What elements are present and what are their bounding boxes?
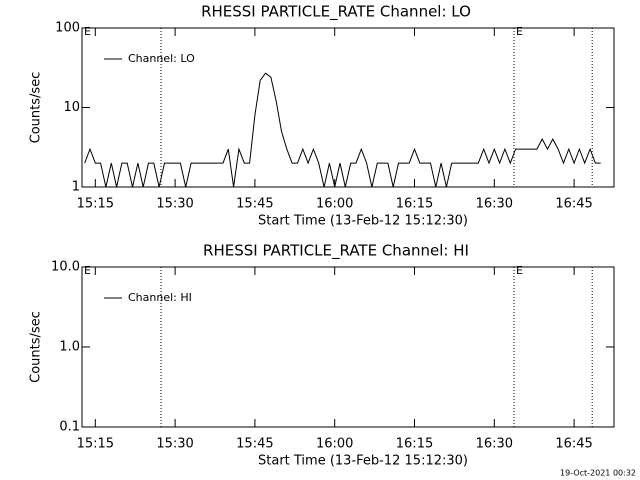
x-tick-label: 16:00: [316, 437, 353, 452]
x-tick-label: 16:00: [316, 197, 353, 212]
x-tick-label: 15:15: [77, 197, 114, 212]
annotation: E: [516, 25, 523, 38]
y-tick-label: 1.0: [59, 340, 80, 355]
x-tick-label: 16:15: [396, 437, 433, 452]
x-axis-title: Start Time (13-Feb-12 15:12:30): [258, 214, 468, 229]
timestamp: 19-Oct-2021 00:32: [560, 469, 636, 478]
annotation: E: [84, 25, 91, 38]
x-tick-label: 16:45: [555, 437, 592, 452]
legend-label: Channel: HI: [128, 291, 192, 304]
y-axis-title: Counts/sec: [29, 72, 44, 144]
x-tick-label: 16:45: [555, 197, 592, 212]
y-tick-label: 10.0: [51, 260, 80, 275]
legend-label: Channel: LO: [128, 52, 195, 65]
data-line: [84, 72, 601, 188]
chart-title: RHESSI PARTICLE_RATE Channel: LO: [201, 3, 471, 22]
y-axis-title: Counts/sec: [29, 311, 44, 383]
x-tick-label: 15:15: [77, 437, 114, 452]
annotation: E: [516, 264, 523, 277]
x-tick-label: 15:45: [236, 437, 273, 452]
annotation: E: [84, 264, 91, 277]
y-tick-label: 0.1: [59, 420, 80, 435]
x-tick-label: 15:30: [156, 197, 193, 212]
y-tick-label: 100: [55, 21, 80, 36]
chart-title: RHESSI PARTICLE_RATE Channel: HI: [203, 242, 469, 261]
x-tick-label: 16:30: [476, 197, 513, 212]
y-tick-label: 10: [63, 100, 80, 115]
y-tick-label: 1: [72, 180, 80, 195]
x-axis-title: Start Time (13-Feb-12 15:12:30): [258, 454, 468, 469]
x-tick-label: 16:15: [396, 197, 433, 212]
x-tick-label: 15:30: [156, 437, 193, 452]
x-tick-label: 16:30: [476, 437, 513, 452]
x-tick-label: 15:45: [236, 197, 273, 212]
